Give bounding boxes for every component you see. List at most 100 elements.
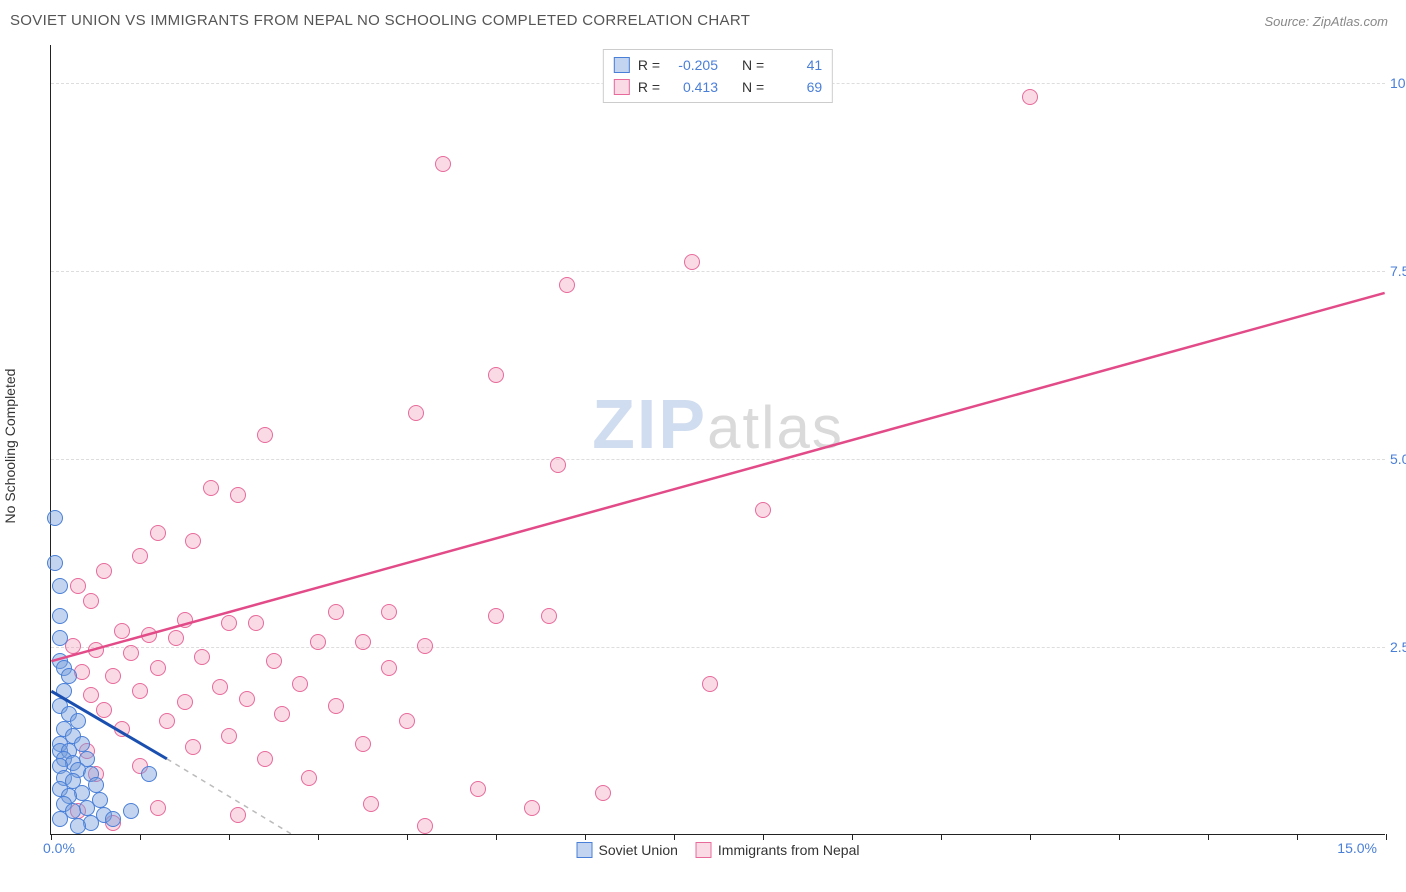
- x-tick: [941, 834, 942, 840]
- y-tick-label: 5.0%: [1390, 451, 1406, 467]
- swatch-pink-icon: [696, 842, 712, 858]
- n-value-blue: 41: [772, 54, 822, 76]
- x-tick: [1297, 834, 1298, 840]
- scatter-point-nepal: [266, 653, 282, 669]
- scatter-point-nepal: [185, 533, 201, 549]
- x-tick: [1208, 834, 1209, 840]
- trend-lines: [51, 45, 1385, 834]
- r-value-blue: -0.205: [668, 54, 718, 76]
- scatter-point-nepal: [408, 405, 424, 421]
- chart-title: SOVIET UNION VS IMMIGRANTS FROM NEPAL NO…: [10, 12, 750, 29]
- scatter-point-nepal: [114, 623, 130, 639]
- legend-label-nepal: Immigrants from Nepal: [718, 842, 860, 858]
- scatter-point-nepal: [114, 721, 130, 737]
- scatter-point-nepal: [150, 660, 166, 676]
- y-axis-label: No Schooling Completed: [2, 369, 18, 524]
- scatter-point-nepal: [248, 615, 264, 631]
- scatter-point-nepal: [488, 367, 504, 383]
- scatter-point-nepal: [381, 604, 397, 620]
- scatter-point-nepal: [194, 649, 210, 665]
- legend-item-soviet: Soviet Union: [577, 842, 678, 858]
- y-tick-label: 7.5%: [1390, 263, 1406, 279]
- scatter-point-nepal: [684, 254, 700, 270]
- x-tick: [763, 834, 764, 840]
- r-value-pink: 0.413: [668, 76, 718, 98]
- scatter-point-nepal: [541, 608, 557, 624]
- scatter-point-nepal: [301, 770, 317, 786]
- x-tick: [585, 834, 586, 840]
- scatter-point-soviet: [61, 668, 77, 684]
- legend-row-blue: R = -0.205 N = 41: [614, 54, 822, 76]
- legend-series: Soviet Union Immigrants from Nepal: [577, 842, 860, 858]
- scatter-point-nepal: [212, 679, 228, 695]
- scatter-point-soviet: [52, 630, 68, 646]
- x-tick: [852, 834, 853, 840]
- legend-row-pink: R = 0.413 N = 69: [614, 76, 822, 98]
- scatter-point-nepal: [417, 818, 433, 834]
- x-axis-min-label: 0.0%: [43, 840, 75, 856]
- x-tick: [674, 834, 675, 840]
- gridline: [51, 647, 1385, 648]
- scatter-point-soviet: [141, 766, 157, 782]
- scatter-point-nepal: [132, 548, 148, 564]
- r-label: R =: [638, 54, 660, 76]
- legend-item-nepal: Immigrants from Nepal: [696, 842, 860, 858]
- x-tick: [1119, 834, 1120, 840]
- scatter-point-nepal: [230, 807, 246, 823]
- scatter-point-soviet: [105, 811, 121, 827]
- scatter-point-nepal: [435, 156, 451, 172]
- scatter-point-nepal: [141, 627, 157, 643]
- x-tick: [496, 834, 497, 840]
- scatter-point-soviet: [70, 818, 86, 834]
- scatter-point-nepal: [83, 593, 99, 609]
- scatter-point-nepal: [381, 660, 397, 676]
- scatter-point-nepal: [328, 604, 344, 620]
- watermark-zip: ZIP: [592, 385, 707, 463]
- scatter-point-nepal: [524, 800, 540, 816]
- scatter-point-soviet: [123, 803, 139, 819]
- scatter-point-nepal: [185, 739, 201, 755]
- n-label: N =: [742, 54, 764, 76]
- scatter-point-nepal: [132, 683, 148, 699]
- swatch-pink-icon: [614, 79, 630, 95]
- x-tick: [318, 834, 319, 840]
- scatter-point-nepal: [159, 713, 175, 729]
- swatch-blue-icon: [577, 842, 593, 858]
- scatter-point-nepal: [150, 525, 166, 541]
- scatter-point-nepal: [105, 668, 121, 684]
- scatter-point-nepal: [399, 713, 415, 729]
- scatter-point-nepal: [221, 615, 237, 631]
- scatter-point-nepal: [595, 785, 611, 801]
- scatter-point-nepal: [310, 634, 326, 650]
- scatter-point-nepal: [123, 645, 139, 661]
- scatter-point-nepal: [177, 694, 193, 710]
- scatter-point-nepal: [96, 702, 112, 718]
- scatter-point-nepal: [417, 638, 433, 654]
- scatter-point-nepal: [230, 487, 246, 503]
- scatter-point-nepal: [1022, 89, 1038, 105]
- scatter-point-nepal: [559, 277, 575, 293]
- x-tick: [140, 834, 141, 840]
- scatter-point-soviet: [47, 510, 63, 526]
- y-tick-label: 10.0%: [1390, 75, 1406, 91]
- plot-area: ZIPatlas R = -0.205 N = 41 R = 0.413 N =…: [50, 45, 1385, 835]
- scatter-point-nepal: [755, 502, 771, 518]
- watermark-atlas: atlas: [707, 394, 844, 461]
- scatter-point-nepal: [203, 480, 219, 496]
- y-tick-label: 2.5%: [1390, 639, 1406, 655]
- x-axis-max-label: 15.0%: [1337, 840, 1377, 856]
- chart-container: SOVIET UNION VS IMMIGRANTS FROM NEPAL NO…: [0, 0, 1406, 892]
- scatter-point-nepal: [83, 687, 99, 703]
- swatch-blue-icon: [614, 57, 630, 73]
- scatter-point-nepal: [221, 728, 237, 744]
- x-tick: [1030, 834, 1031, 840]
- scatter-point-nepal: [168, 630, 184, 646]
- scatter-point-nepal: [355, 736, 371, 752]
- scatter-point-soviet: [56, 683, 72, 699]
- scatter-point-nepal: [70, 578, 86, 594]
- scatter-point-nepal: [177, 612, 193, 628]
- scatter-point-nepal: [328, 698, 344, 714]
- scatter-point-soviet: [52, 811, 68, 827]
- scatter-point-nepal: [488, 608, 504, 624]
- legend-correlation: R = -0.205 N = 41 R = 0.413 N = 69: [603, 49, 833, 103]
